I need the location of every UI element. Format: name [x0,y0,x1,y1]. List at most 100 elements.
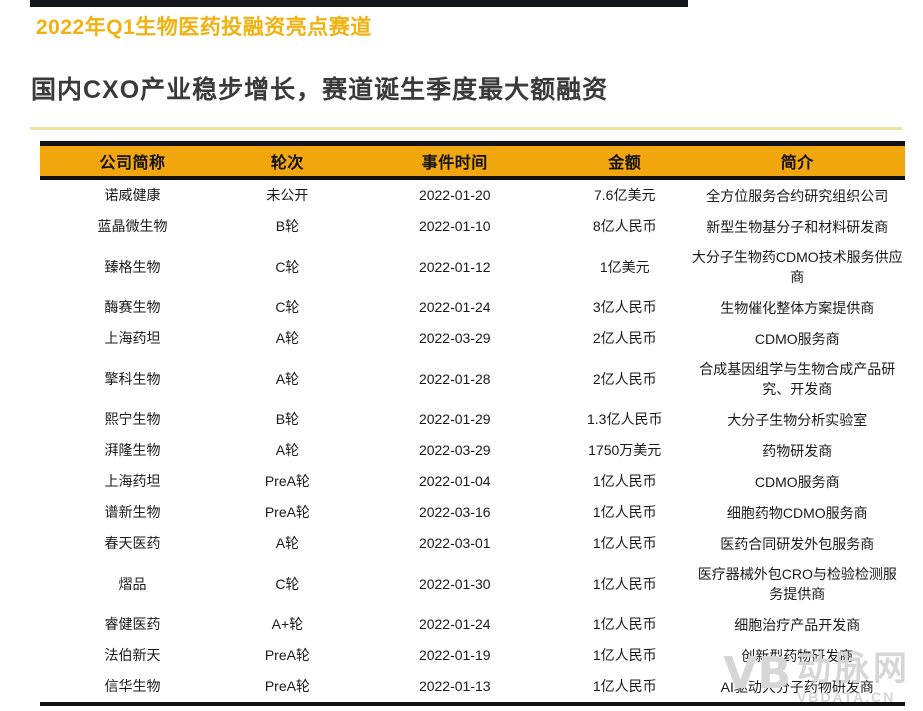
cell-event-date: 2022-01-24 [418,299,491,315]
table-row: 睿健医药 A+轮 2022-01-24 1亿人民币 细胞治疗产品开发商 [40,609,905,640]
cell-event-date: 2022-01-04 [418,473,491,489]
cell-round: A轮 [275,330,300,346]
top-accent-bar [30,0,688,7]
cell-company: 熠品 [118,575,147,592]
watermark-name: 动脉网 [797,649,911,689]
table-row: 擎科生物 A轮 2022-01-28 2亿人民币 合成基因组学与生物合成产品研究、开发商 [40,354,905,404]
cell-event-date: 2022-03-29 [418,442,491,458]
column-header-brief: 简介 [780,155,814,172]
funding-table-body: 诺威健康 未公开 2022-01-20 7.6亿美元 全方位服务合约研究组织公司蓝晶微生… [40,178,905,704]
cell-event-date: 2022-01-30 [418,575,491,592]
table-row: 蓝晶微生物 B轮 2022-01-10 8亿人民币 新型生物基分子和材料研发商 [40,211,905,242]
cell-event-date: 2022-01-28 [418,370,491,387]
cell-amount: 3亿人民币 [592,299,657,315]
headline-divider [30,127,902,130]
cell-round: C轮 [275,258,300,275]
column-header-round: 轮次 [270,155,304,172]
table-row: 酶赛生物 C轮 2022-01-24 3亿人民币 生物催化整体方案提供商 [40,292,905,323]
cell-company: 谱新生物 [104,504,161,520]
cell-amount: 8亿人民币 [592,218,657,234]
cell-brief: 生物催化整体方案提供商 [720,299,875,316]
cell-round: 未公开 [266,187,309,203]
vbdata-logo-icon: VB [723,648,791,699]
table-row: 法伯新天 PreA轮 2022-01-19 1亿人民币 创新型药物研发商 [40,640,905,671]
funding-table-wrap: 公司简称 轮次 事件时间 金额 简介 诺威健康 未公开 2022-01-20 7.6亿… [40,141,905,706]
cell-brief: 大分子生物分析实验室 [727,411,868,428]
table-row: 春天医药 A轮 2022-03-01 1亿人民币 医药合同研发外包服务商 [40,528,905,559]
cell-amount: 1亿人民币 [592,647,657,663]
cell-brief: 大分子生物药CDMO技术服务供应商 [691,249,903,285]
cell-event-date: 2022-01-29 [418,411,491,427]
cell-event-date: 2022-03-29 [418,330,491,346]
cell-event-date: 2022-03-01 [418,535,491,551]
cell-amount: 1亿人民币 [592,504,657,520]
slide-kicker-title: 2022年Q1生物医药投融资亮点赛道 [36,16,372,39]
table-row: 熠品 C轮 2022-01-30 1亿人民币 医疗器械外包CRO与检验检测服务提供商 [40,559,905,609]
table-row: 上海药坦 PreA轮 2022-01-04 1亿人民币 CDMO服务商 [40,466,905,497]
cell-event-date: 2022-01-19 [418,647,491,663]
cell-company: 臻格生物 [104,258,161,275]
cell-amount: 1亿美元 [599,258,650,275]
cell-company: 春天医药 [104,535,161,551]
cell-company: 上海药坦 [104,330,161,346]
cell-event-date: 2022-01-24 [418,616,491,632]
cell-amount: 2亿人民币 [592,330,657,346]
cell-company: 擎科生物 [104,370,161,387]
cell-amount: 1.3亿人民币 [586,411,663,427]
cell-company: 熙宁生物 [104,411,161,427]
cell-brief: AI驱动大分子药物研发商 [720,678,874,695]
cell-round: A轮 [275,370,300,387]
header-row: 公司简称 轮次 事件时间 金额 简介 [40,143,905,178]
column-header-company: 公司简称 [99,155,166,172]
cell-amount: 1亿人民币 [592,575,657,592]
table-row: 诺威健康 未公开 2022-01-20 7.6亿美元 全方位服务合约研究组织公司 [40,178,905,211]
cell-brief: CDMO服务商 [754,473,840,490]
column-header-event-date: 事件时间 [421,155,488,172]
table-row: 臻格生物 C轮 2022-01-12 1亿美元 大分子生物药CDMO技术服务供应商 [40,242,905,292]
cell-brief: 新型生物基分子和材料研发商 [706,218,889,235]
watermark: VB 动脉网 VBDATA.CN [723,648,911,706]
column-header-amount: 金额 [608,155,642,172]
cell-brief: 细胞药物CDMO服务商 [726,504,868,521]
cell-company: 诺威健康 [104,187,161,203]
cell-brief: 合成基因组学与生物合成产品研究、开发商 [699,361,896,397]
cell-round: A轮 [275,535,300,551]
cell-round: B轮 [275,411,300,427]
cell-company: 酶赛生物 [104,299,161,315]
cell-event-date: 2022-01-12 [418,258,491,275]
cell-brief: 医疗器械外包CRO与检验检测服务提供商 [697,566,897,602]
cell-amount: 7.6亿美元 [593,187,656,203]
funding-table: 公司简称 轮次 事件时间 金额 简介 诺威健康 未公开 2022-01-20 7.6亿… [40,141,905,706]
cell-amount: 1亿人民币 [592,678,657,694]
cell-brief: 医药合同研发外包服务商 [720,535,875,552]
cell-brief: 药物研发商 [762,442,833,459]
cell-round: C轮 [275,575,300,592]
table-row: 信华生物 PreA轮 2022-01-13 1亿人民币 AI驱动大分子药物研发商 [40,671,905,704]
cell-round: A轮 [275,442,300,458]
cell-brief: 创新型药物研发商 [741,647,854,664]
cell-event-date: 2022-03-16 [418,504,491,520]
cell-brief: 全方位服务合约研究组织公司 [706,187,889,204]
cell-company: 信华生物 [104,678,161,694]
cell-round: C轮 [275,299,300,315]
cell-amount: 2亿人民币 [592,370,657,387]
cell-amount: 1750万美元 [588,442,662,458]
cell-round: A+轮 [271,616,304,632]
table-row: 谱新生物 PreA轮 2022-03-16 1亿人民币 细胞药物CDMO服务商 [40,497,905,528]
table-row: 湃隆生物 A轮 2022-03-29 1750万美元 药物研发商 [40,435,905,466]
cell-event-date: 2022-01-20 [418,187,491,203]
cell-amount: 1亿人民币 [592,473,657,489]
cell-amount: 1亿人民币 [592,535,657,551]
funding-table-header: 公司简称 轮次 事件时间 金额 简介 [40,143,905,178]
cell-company: 蓝晶微生物 [97,218,168,234]
cell-company: 湃隆生物 [104,442,161,458]
watermark-domain: VBDATA.CN [797,689,896,705]
cell-company: 法伯新天 [104,647,161,663]
cell-company: 睿健医药 [104,616,161,632]
cell-round: PreA轮 [264,678,310,694]
cell-round: PreA轮 [264,504,310,520]
cell-brief: CDMO服务商 [754,330,840,347]
cell-brief: 细胞治疗产品开发商 [734,616,861,633]
cell-event-date: 2022-01-10 [418,218,491,234]
